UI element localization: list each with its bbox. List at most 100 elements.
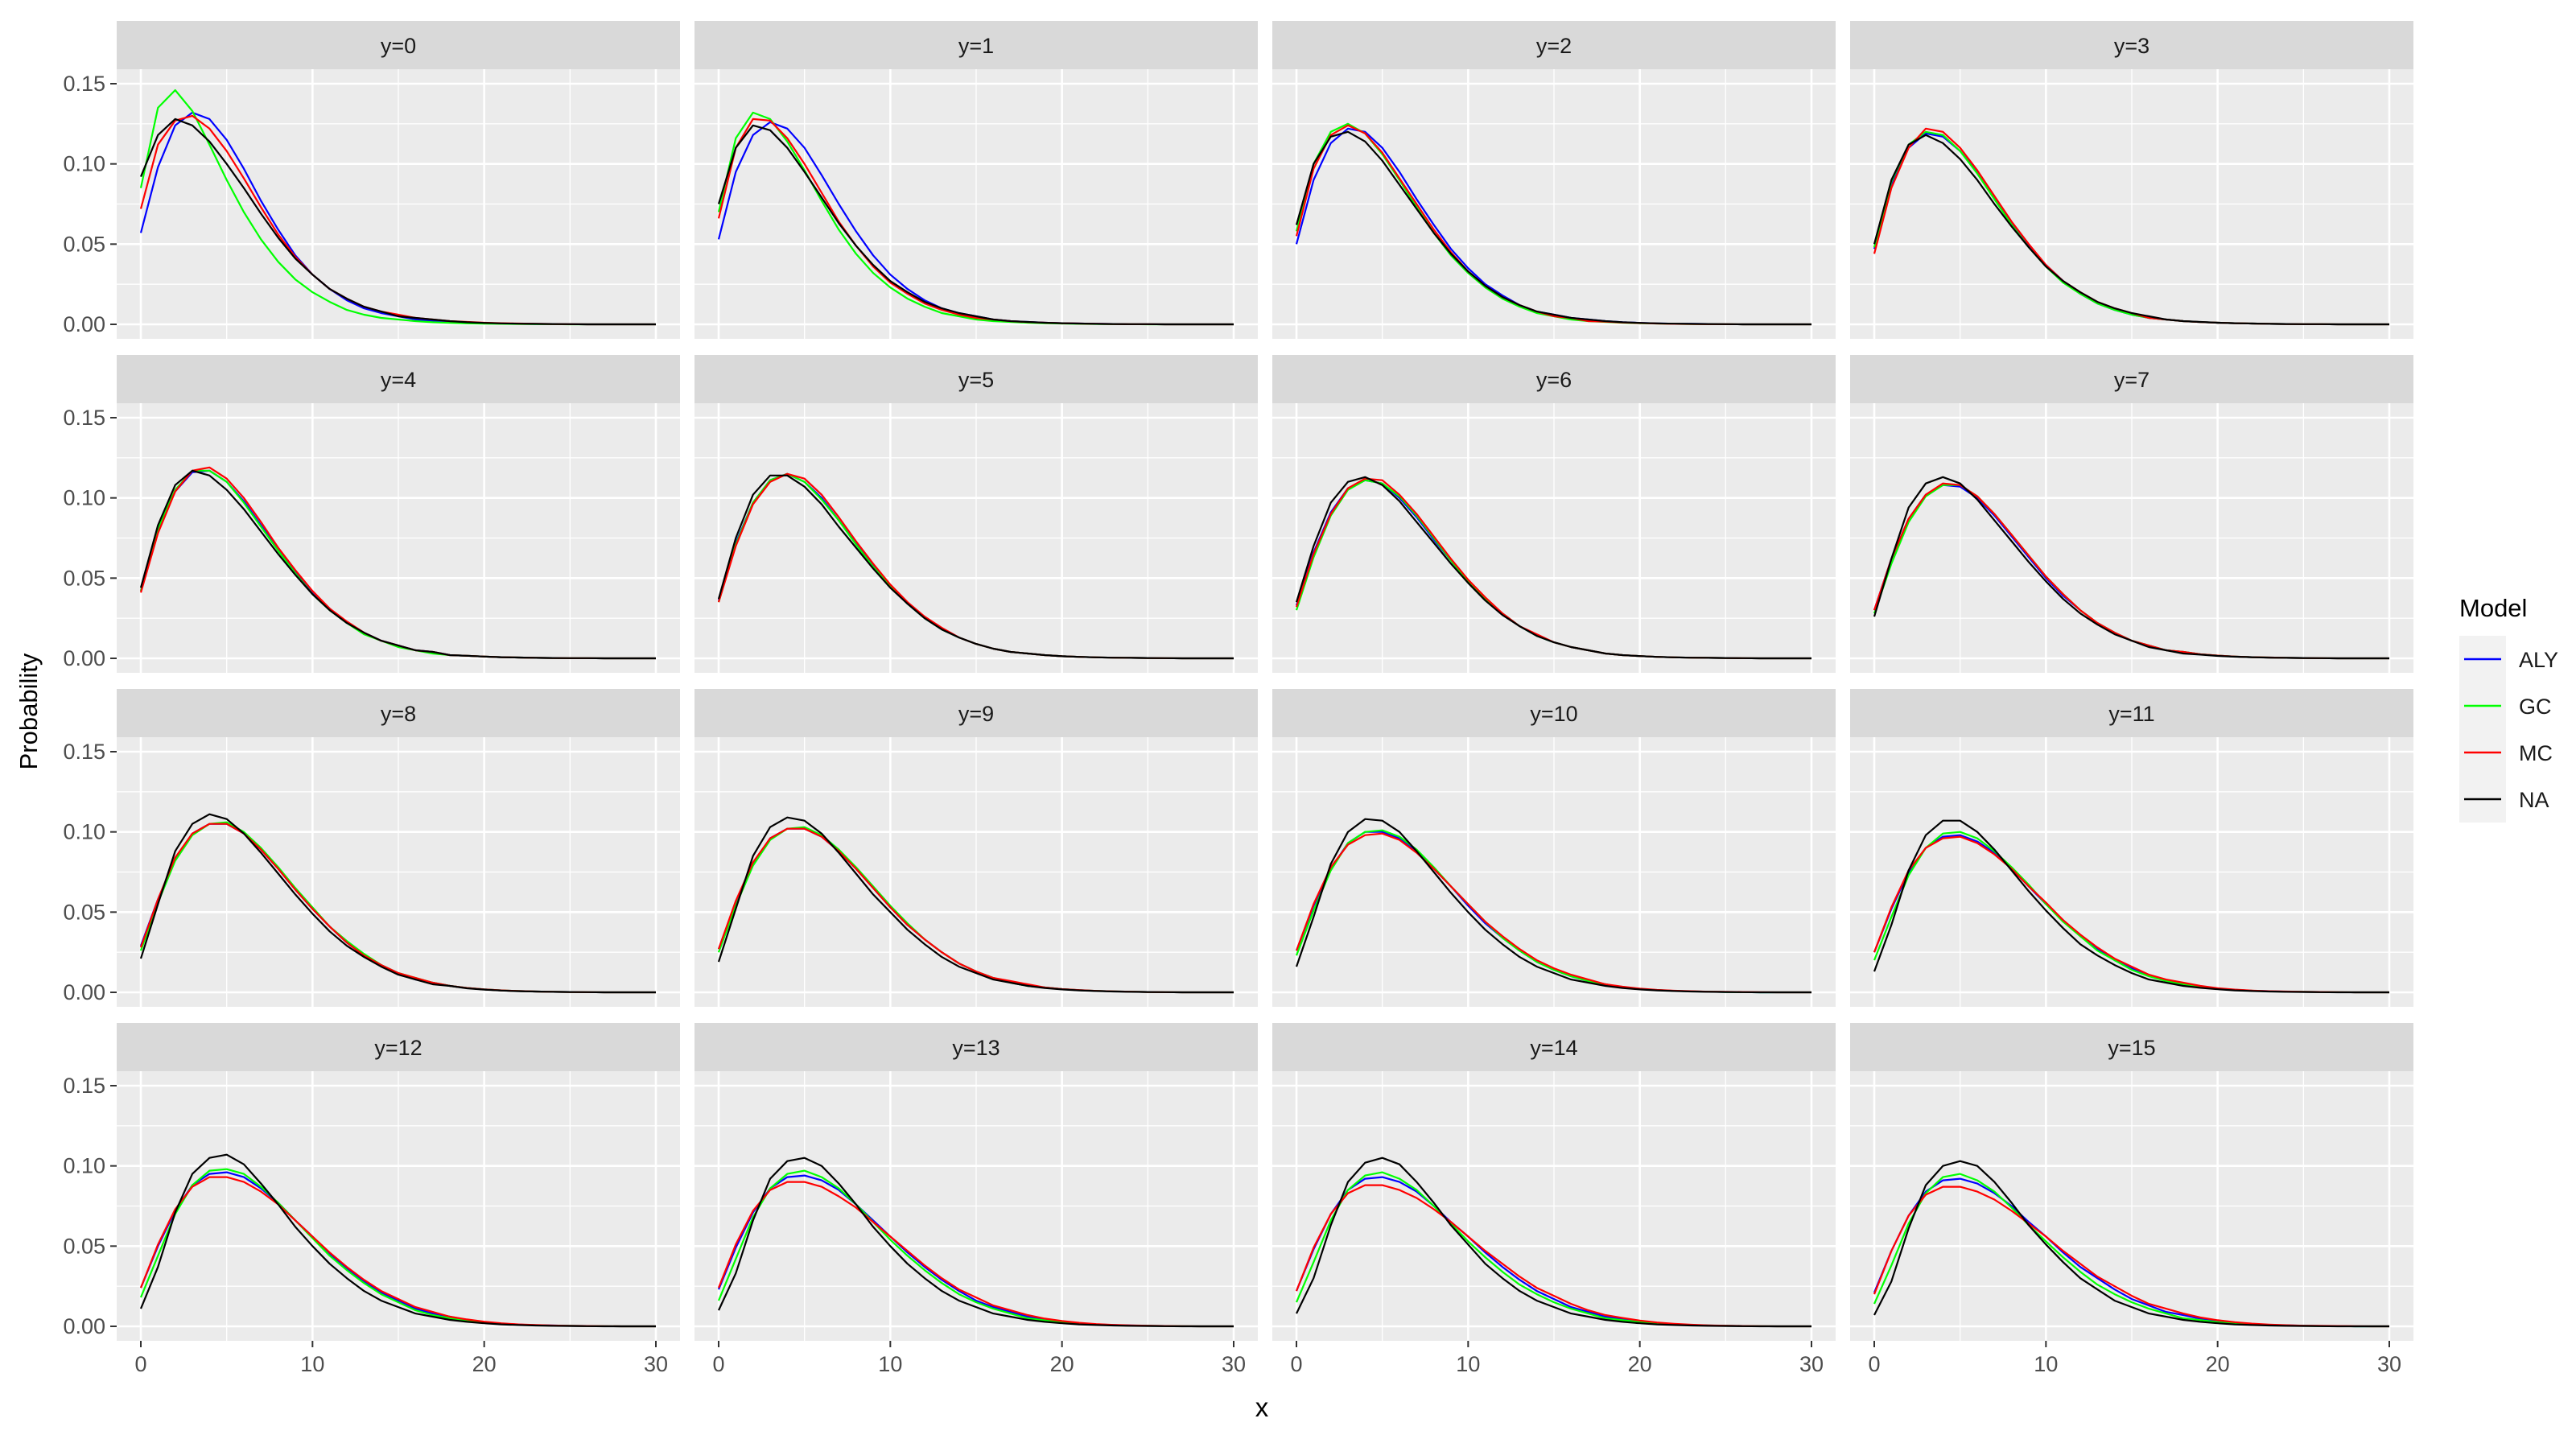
facet-panel: y=8: [117, 689, 680, 1007]
facet-panel: y=5: [694, 355, 1258, 673]
legend-label: NA: [2519, 788, 2549, 812]
facet-label: y=6: [1536, 368, 1572, 392]
series-line-na: [717, 816, 1234, 994]
x-tick-label: 10: [1456, 1352, 1480, 1376]
facet-strip: [1850, 689, 2413, 737]
x-tick-label: 30: [644, 1352, 668, 1376]
series-line-na: [1295, 130, 1811, 326]
y-tick-label: 0.10: [63, 486, 105, 510]
series-line-na: [139, 813, 656, 994]
facet-panel: y=14: [1272, 1023, 1836, 1341]
facet-label: y=15: [2108, 1036, 2155, 1060]
facet-panel: y=3: [1850, 21, 2413, 339]
facet-strip: [694, 21, 1258, 69]
y-tick-label: 0.05: [63, 232, 105, 256]
y-tick-label: 0.15: [63, 740, 105, 764]
x-tick-label: 0: [134, 1352, 146, 1376]
x-tick-label: 20: [472, 1352, 497, 1376]
series-line-na: [1873, 476, 2389, 660]
y-tick-label: 0.10: [63, 820, 105, 844]
facet-label: y=11: [2108, 702, 2154, 726]
facet-strip: [694, 355, 1258, 403]
facet-strip: [1850, 1023, 2413, 1071]
facet-panel: y=10: [1272, 689, 1836, 1007]
series-line-na: [717, 474, 1234, 660]
y-tick-label: 0.05: [63, 900, 105, 924]
facet-label: y=7: [2114, 368, 2149, 392]
facet-strip: [117, 1023, 680, 1071]
series-line-na: [1296, 1157, 1811, 1328]
x-tick-label: 0: [712, 1352, 724, 1376]
facet-panel: y=12: [117, 1023, 680, 1341]
facet-label: y=4: [381, 368, 416, 392]
y-tick-label: 0.05: [63, 566, 105, 590]
series-line-na: [718, 1157, 1234, 1328]
facet-panel: y=9: [694, 689, 1258, 1007]
facet-label: y=12: [374, 1036, 422, 1060]
legend-label: GC: [2519, 695, 2552, 719]
y-tick-label: 0.00: [63, 312, 105, 336]
y-tick-label: 0.00: [63, 646, 105, 670]
facet-panel: y=11: [1850, 689, 2413, 1007]
facet-panel: y=4: [117, 355, 680, 673]
x-tick-label: 20: [2206, 1352, 2230, 1376]
x-tick-label: 10: [878, 1352, 902, 1376]
facet-panel: y=15: [1850, 1023, 2413, 1341]
y-tick-label: 0.10: [63, 152, 105, 176]
y-tick-label: 0.05: [63, 1234, 105, 1258]
x-tick-label: 30: [2377, 1352, 2401, 1376]
series-line-na: [139, 118, 656, 326]
series-line-na: [1295, 818, 1811, 994]
x-tick-label: 20: [1050, 1352, 1074, 1376]
series-line-na: [139, 1153, 656, 1328]
x-tick-label: 20: [1628, 1352, 1652, 1376]
y-tick-label: 0.00: [63, 980, 105, 1004]
series-line-na: [139, 469, 656, 660]
facet-label: y=14: [1530, 1036, 1577, 1060]
legend-title: Model: [2459, 594, 2527, 622]
series-line-na: [1873, 134, 2389, 326]
facet-panels: y=0 y=1 y=2 y=3 y=4 y=5 y=6 y=7 y=8 y=9 y=10 y=11 y=…: [117, 21, 2413, 1341]
y-tick-label: 0.00: [63, 1314, 105, 1338]
facet-label: y=2: [1536, 34, 1572, 58]
legend-label: MC: [2519, 741, 2553, 765]
facet-label: y=3: [2114, 34, 2149, 58]
facet-strip: [1850, 355, 2413, 403]
axes: 0.00 0.05 0.10 0.15 0.00 0.05 0.10 0.15 0.00 0.05…: [63, 72, 2401, 1376]
facet-label: y=8: [381, 702, 416, 726]
facet-strip: [1850, 21, 2413, 69]
legend-label: ALY: [2519, 648, 2558, 672]
x-axis-title: x: [1255, 1392, 1269, 1422]
x-tick-label: 30: [1222, 1352, 1246, 1376]
facet-strip: [117, 21, 680, 69]
facet-strip: [1272, 1023, 1836, 1071]
y-tick-label: 0.15: [63, 1074, 105, 1098]
series-line-na: [1295, 476, 1811, 660]
facet-panel: y=2: [1272, 21, 1836, 339]
facet-label: y=13: [952, 1036, 999, 1060]
facet-strip: [1272, 689, 1836, 737]
x-tick-label: 10: [300, 1352, 324, 1376]
x-tick-label: 30: [1799, 1352, 1824, 1376]
facet-panel: y=13: [694, 1023, 1258, 1341]
series-line-na: [1873, 819, 2389, 994]
y-tick-label: 0.15: [63, 406, 105, 430]
legend: Model ALY GC MC NA: [2459, 594, 2558, 823]
facet-label: y=5: [958, 368, 994, 392]
x-tick-label: 0: [1868, 1352, 1880, 1376]
legend-keys: ALY GC MC NA: [2459, 636, 2558, 823]
facet-panel: y=1: [694, 21, 1258, 339]
facet-strip: [1272, 21, 1836, 69]
facet-strip: [117, 689, 680, 737]
series-line-na: [1873, 1160, 2389, 1328]
series-line-na: [717, 124, 1234, 326]
facet-panel: y=6: [1272, 355, 1836, 673]
facet-label: y=9: [958, 702, 994, 726]
y-axis-title: Probability: [14, 653, 43, 769]
y-tick-label: 0.10: [63, 1154, 105, 1178]
y-tick-label: 0.15: [63, 72, 105, 96]
facet-strip: [1272, 355, 1836, 403]
facet-label: y=10: [1530, 702, 1577, 726]
facet-strip: [694, 1023, 1258, 1071]
